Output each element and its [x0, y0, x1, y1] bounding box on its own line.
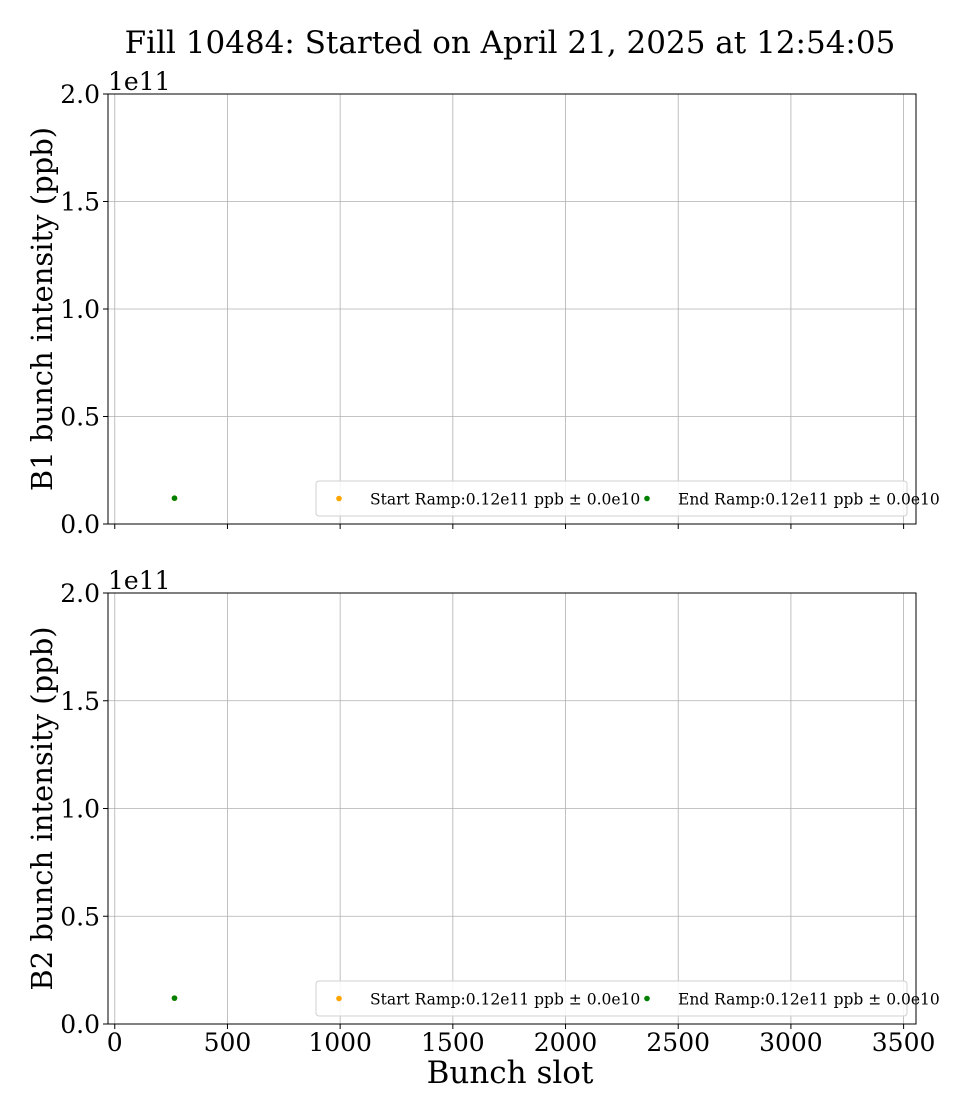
y-axis-label: B2 bunch intensity (ppb) [25, 626, 59, 990]
y-offset-label: 1e11 [108, 566, 171, 595]
x-tick-label: 3500 [872, 1028, 936, 1057]
x-tick-label: 0 [107, 1028, 123, 1057]
y-tick-label: 1.0 [60, 295, 100, 324]
legend-label-1: Start Ramp:0.12e11 ppb ± 0.0e10 [370, 491, 640, 509]
panel-2: 0 500 1000 1500 2000 2500 3000 3500 0.0 0.5 1.0 1.5… [25, 566, 940, 1057]
legend-label-2: End Ramp:0.12e11 ppb ± 0.0e10 [678, 491, 940, 509]
y-tick-label: 1.0 [60, 795, 100, 824]
x-tick-label: 1000 [308, 1028, 372, 1057]
y-offset-label: 1e11 [108, 67, 171, 96]
legend-label-2: End Ramp:0.12e11 ppb ± 0.0e10 [678, 991, 940, 1009]
x-tick-label: 2000 [534, 1028, 598, 1057]
x-tick-label: 500 [204, 1028, 252, 1057]
legend-marker-1 [336, 995, 342, 1002]
legend: Start Ramp:0.12e11 ppb ± 0.0e10 End Ramp:… [315, 480, 940, 517]
legend: Start Ramp:0.12e11 ppb ± 0.0e10 End Ramp:… [315, 980, 940, 1017]
panel-1: 0.0 0.5 1.0 1.5 2.0 1e11 B1 bunch intensity (p… [25, 67, 940, 539]
y-tick-label: 0.0 [60, 1010, 100, 1039]
y-tick-label: 2.0 [60, 80, 100, 109]
data-point-series-2 [171, 495, 178, 502]
legend-box [315, 480, 908, 517]
legend-marker-2 [644, 495, 650, 502]
x-tick-label: 2500 [646, 1028, 710, 1057]
x-tick-label: 1500 [421, 1028, 485, 1057]
legend-marker-1 [336, 495, 342, 502]
legend-marker-2 [644, 995, 650, 1002]
legend-label-1: Start Ramp:0.12e11 ppb ± 0.0e10 [370, 991, 640, 1009]
figure-title: Fill 10484: Started on April 21, 2025 at… [125, 25, 896, 61]
y-tick-label: 1.5 [60, 687, 100, 716]
y-tick-label: 0.0 [60, 510, 100, 539]
x-tick-label: 3000 [759, 1028, 823, 1057]
y-tick-label: 2.0 [60, 579, 100, 608]
y-tick-label: 0.5 [60, 403, 100, 432]
x-axis-label: Bunch slot [427, 1055, 594, 1091]
data-point-series-2 [171, 995, 178, 1001]
y-tick-label: 0.5 [60, 902, 100, 931]
y-tick-label: 1.5 [60, 188, 100, 217]
y-axis-label: B1 bunch intensity (ppb) [25, 127, 59, 491]
legend-box [315, 980, 908, 1017]
